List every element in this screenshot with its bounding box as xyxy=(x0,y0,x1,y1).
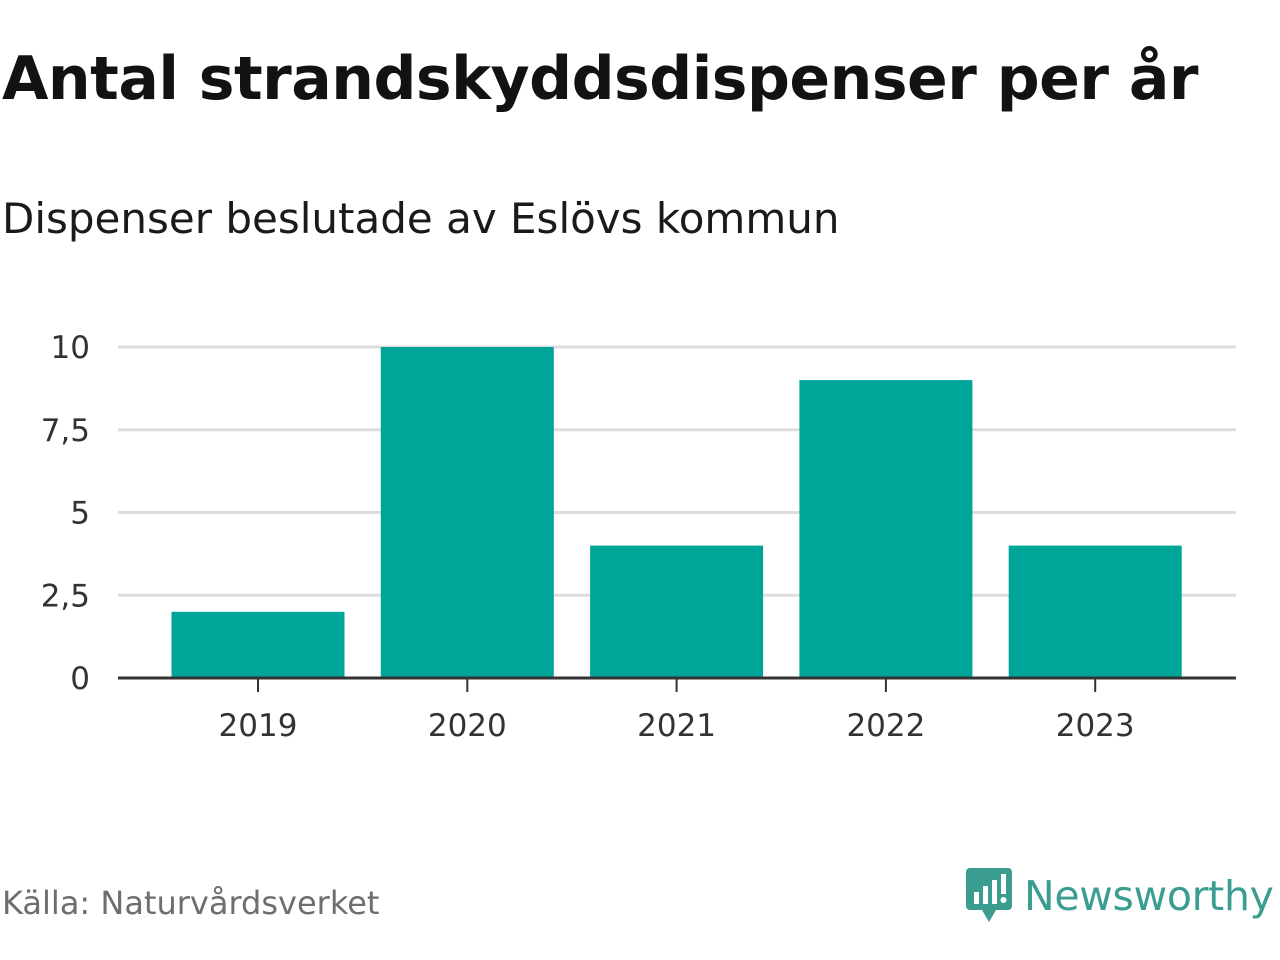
x-tick-label: 2022 xyxy=(846,708,925,744)
y-tick-label: 10 xyxy=(51,330,90,366)
x-tick-label: 2019 xyxy=(219,708,298,744)
newsworthy-logo-icon xyxy=(966,868,1012,922)
axes: 0 2,5 5 7,5 10 2019 2020 2021 2022 2023 xyxy=(41,330,1236,744)
bar-2023 xyxy=(1008,545,1182,678)
bar-2020 xyxy=(380,347,554,678)
y-tick-label: 7,5 xyxy=(41,413,90,449)
x-tick-label: 2023 xyxy=(1056,708,1135,744)
chart-title: Antal strandskyddsdispenser per år xyxy=(2,44,1198,114)
bar-2021 xyxy=(590,545,764,678)
source-note: Källa: Naturvårdsverket xyxy=(2,884,380,922)
x-tick-label: 2021 xyxy=(637,708,716,744)
brand-name: Newsworthy xyxy=(1024,872,1274,920)
bar-chart: 0 2,5 5 7,5 10 2019 2020 2021 2022 2023 xyxy=(41,330,1236,744)
chart-subtitle: Dispenser beslutade av Eslövs kommun xyxy=(2,194,840,243)
bar-2022 xyxy=(799,380,973,678)
x-tick-label: 2020 xyxy=(428,708,507,744)
y-tick-label: 0 xyxy=(70,661,90,697)
bars xyxy=(171,347,1182,678)
y-tick-label: 5 xyxy=(70,496,90,532)
brand-logo: Newsworthy xyxy=(964,864,1274,928)
bar-2019 xyxy=(171,611,345,678)
y-tick-label: 2,5 xyxy=(41,578,90,614)
